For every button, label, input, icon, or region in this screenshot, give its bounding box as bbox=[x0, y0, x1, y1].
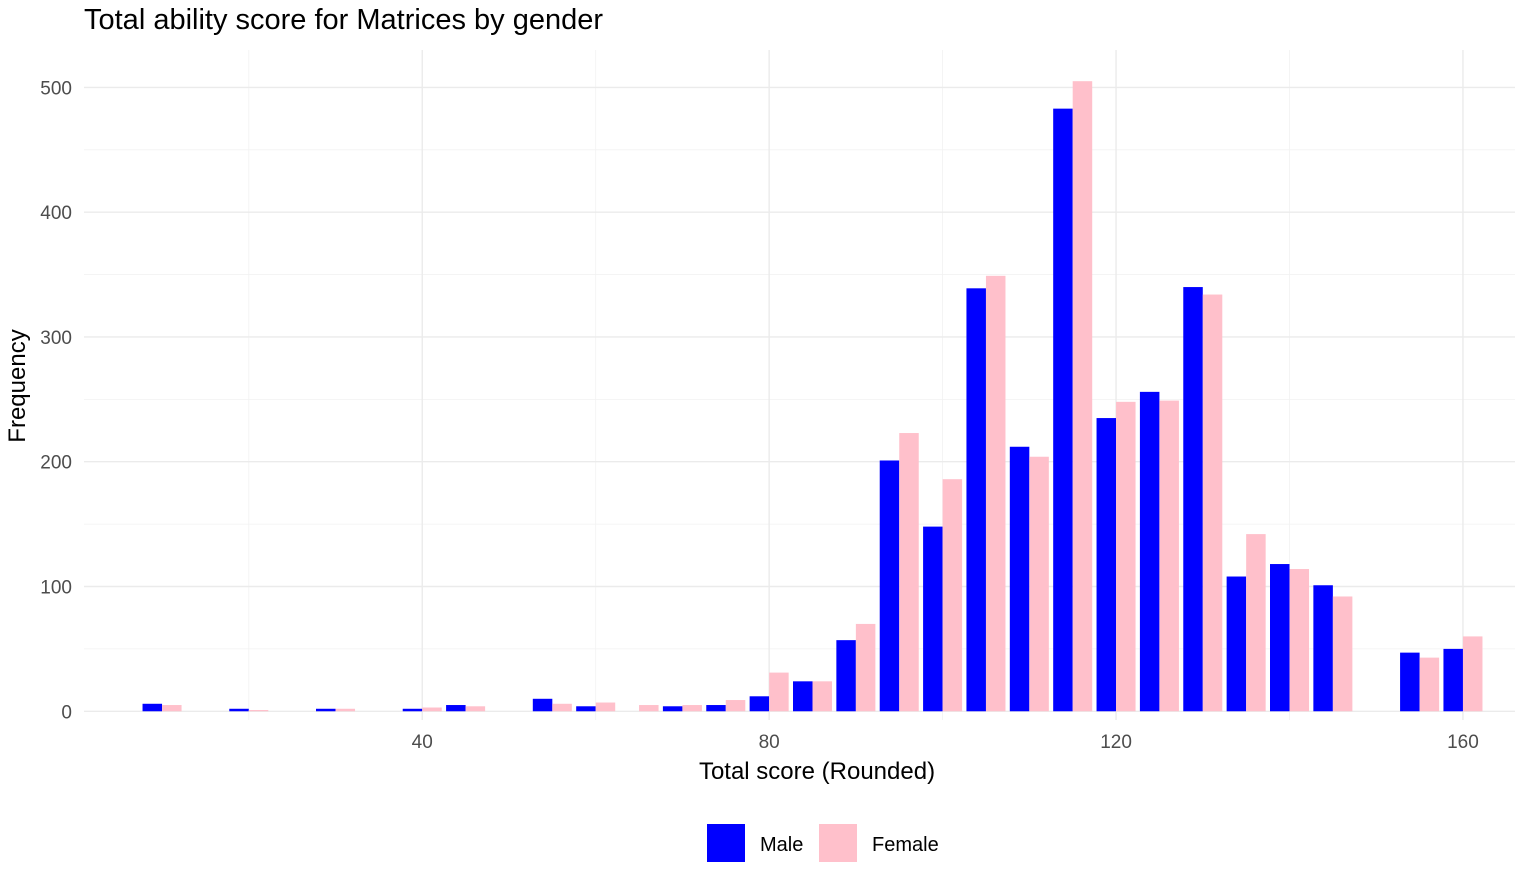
legend-label-female: Female bbox=[872, 834, 939, 856]
male-bar bbox=[793, 681, 813, 712]
female-bar bbox=[899, 433, 919, 712]
male-bar bbox=[1270, 564, 1290, 712]
female-bar bbox=[465, 706, 486, 712]
legend-swatch-male bbox=[707, 824, 745, 862]
male-bar bbox=[229, 708, 249, 712]
male-bar bbox=[316, 708, 336, 712]
male-bar bbox=[749, 696, 770, 712]
female-bar bbox=[1462, 636, 1483, 712]
y-tick-label: 200 bbox=[40, 453, 72, 474]
x-tick-label: 80 bbox=[759, 732, 780, 753]
male-bar bbox=[1226, 576, 1247, 712]
female-bar bbox=[1332, 596, 1353, 712]
y-axis-ticks: 0 100 200 300 400 500 bbox=[40, 78, 72, 723]
male-bar bbox=[706, 705, 726, 712]
male-bar bbox=[1400, 652, 1420, 712]
female-bar bbox=[162, 705, 182, 712]
female-bar bbox=[1159, 400, 1179, 712]
male-bar bbox=[966, 288, 986, 712]
male-bar bbox=[402, 708, 423, 712]
male-bar bbox=[576, 706, 596, 712]
female-bar bbox=[1202, 294, 1223, 712]
legend-swatch-female bbox=[819, 824, 857, 862]
male-bar bbox=[532, 698, 553, 712]
male-bar bbox=[1183, 287, 1203, 712]
x-axis-title: Total score (Rounded) bbox=[699, 758, 935, 785]
y-tick-label: 100 bbox=[40, 577, 72, 598]
female-bar bbox=[812, 681, 833, 712]
female-bar bbox=[1289, 569, 1310, 712]
y-tick-label: 0 bbox=[61, 702, 72, 723]
male-bar bbox=[836, 640, 856, 712]
male-bar bbox=[1443, 648, 1463, 712]
x-tick-label: 40 bbox=[412, 732, 433, 753]
male-bar bbox=[446, 705, 466, 712]
male-bar bbox=[923, 526, 943, 712]
y-tick-label: 500 bbox=[40, 78, 72, 99]
male-bar bbox=[1313, 585, 1333, 712]
legend-label-male: Male bbox=[760, 834, 803, 856]
female-bar bbox=[1116, 401, 1136, 712]
female-bar bbox=[1029, 456, 1049, 712]
female-bar bbox=[769, 672, 789, 712]
y-axis-title: Frequency bbox=[4, 329, 31, 442]
female-bar bbox=[595, 702, 616, 712]
female-bar bbox=[335, 708, 356, 712]
male-bar bbox=[142, 703, 163, 712]
female-bar bbox=[1246, 534, 1266, 712]
female-bar bbox=[1072, 81, 1093, 712]
female-bar bbox=[1419, 657, 1440, 712]
x-axis-ticks: 40 80 120 160 bbox=[412, 732, 1479, 753]
male-bar bbox=[1096, 418, 1117, 712]
x-tick-label: 120 bbox=[1100, 732, 1132, 753]
female-bar bbox=[248, 710, 269, 712]
bars bbox=[142, 81, 1483, 712]
male-bar bbox=[879, 460, 900, 712]
x-tick-label: 160 bbox=[1447, 732, 1479, 753]
female-bar bbox=[942, 479, 963, 712]
male-bar bbox=[1009, 446, 1030, 712]
female-bar bbox=[682, 705, 702, 712]
male-bar bbox=[662, 706, 683, 712]
y-tick-label: 300 bbox=[40, 328, 72, 349]
legend: Male Female bbox=[707, 824, 939, 862]
female-bar bbox=[422, 707, 442, 712]
y-tick-label: 400 bbox=[40, 203, 72, 224]
female-bar bbox=[725, 700, 746, 712]
chart-title: Total ability score for Matrices by gend… bbox=[84, 4, 603, 36]
male-bar bbox=[1053, 108, 1073, 712]
male-bar bbox=[1139, 391, 1160, 712]
female-bar bbox=[639, 705, 659, 712]
female-bar bbox=[985, 275, 1006, 712]
female-bar bbox=[855, 623, 876, 712]
female-bar bbox=[552, 703, 572, 712]
